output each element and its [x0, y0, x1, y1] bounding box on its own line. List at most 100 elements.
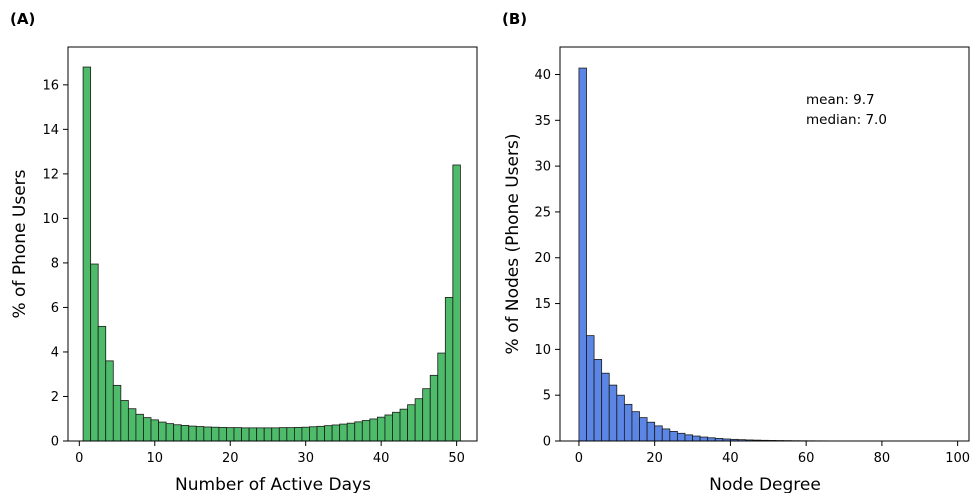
- bar-b-2: [594, 359, 602, 441]
- bar-a-28: [294, 427, 302, 441]
- bar-a-42: [400, 409, 408, 441]
- plot-frame-a: [68, 47, 477, 441]
- bar-a-18: [219, 427, 227, 441]
- bar-a-49: [453, 165, 461, 441]
- y-tick-label-b-1: 5: [543, 389, 551, 404]
- bar-b-12: [670, 431, 678, 441]
- bar-a-47: [438, 353, 446, 441]
- bar-a-30: [309, 427, 317, 441]
- x-tick-label-b-0: 0: [575, 451, 583, 466]
- bar-a-8: [143, 418, 151, 441]
- x-tick-label-b-4: 80: [874, 451, 891, 466]
- bar-a-23: [257, 428, 265, 441]
- bar-a-24: [264, 428, 272, 441]
- bar-b-1: [587, 336, 595, 441]
- bar-a-0: [83, 67, 91, 441]
- bar-a-6: [128, 409, 136, 441]
- bar-a-16: [204, 427, 212, 441]
- bar-b-0: [579, 68, 587, 441]
- x-tick-label-a-4: 40: [373, 451, 390, 466]
- bar-b-10: [655, 426, 663, 441]
- bar-a-2: [98, 326, 106, 441]
- panel-label-b: (B): [502, 10, 527, 28]
- bar-a-33: [332, 425, 340, 441]
- y-tick-label-a-3: 6: [51, 301, 59, 316]
- bar-b-7: [632, 412, 640, 441]
- bar-a-40: [385, 415, 393, 441]
- bar-a-43: [408, 405, 416, 441]
- bar-a-41: [392, 412, 400, 441]
- bar-a-9: [151, 420, 159, 441]
- y-axis-title-b: % of Nodes (Phone Users): [503, 134, 523, 355]
- bar-b-8: [640, 418, 648, 441]
- bar-b-14: [685, 435, 693, 441]
- bar-a-25: [272, 428, 280, 441]
- bar-a-35: [347, 423, 355, 441]
- y-tick-label-a-1: 2: [51, 390, 59, 405]
- x-tick-label-a-2: 20: [222, 451, 239, 466]
- bar-a-10: [159, 422, 167, 441]
- bar-b-5: [617, 395, 625, 441]
- bar-a-31: [317, 426, 325, 441]
- y-tick-label-b-4: 20: [534, 251, 551, 266]
- bar-a-12: [174, 425, 182, 441]
- y-tick-label-b-6: 30: [534, 160, 551, 175]
- bar-a-27: [287, 428, 295, 441]
- y-tick-label-a-8: 16: [42, 78, 59, 93]
- bar-a-22: [249, 428, 257, 441]
- bar-a-48: [445, 297, 453, 441]
- bar-a-45: [423, 389, 431, 441]
- bar-a-17: [211, 427, 219, 441]
- y-tick-label-a-0: 0: [51, 435, 59, 450]
- y-tick-label-a-6: 12: [42, 167, 59, 182]
- bar-a-3: [106, 361, 114, 441]
- bar-a-11: [166, 424, 174, 441]
- bar-a-29: [302, 427, 310, 441]
- bar-b-13: [677, 433, 685, 441]
- bar-a-7: [136, 414, 144, 441]
- bar-a-37: [362, 421, 370, 441]
- bar-b-9: [647, 422, 655, 441]
- y-ticks-a: 0 2 4 6 8 10 12 14 16: [42, 78, 68, 449]
- x-axis-title-a: Number of Active Days: [175, 475, 371, 493]
- x-tick-label-b-3: 60: [798, 451, 815, 466]
- bar-a-19: [226, 428, 234, 441]
- y-axis-title-a: % of Phone Users: [10, 169, 30, 318]
- y-tick-label-a-7: 14: [42, 123, 59, 138]
- bar-a-15: [196, 427, 204, 441]
- bar-a-21: [242, 428, 250, 441]
- y-tick-label-a-4: 8: [51, 256, 59, 271]
- y-tick-label-a-2: 4: [51, 345, 59, 360]
- x-tick-label-a-1: 10: [147, 451, 164, 466]
- bar-a-13: [181, 425, 189, 441]
- x-tick-label-a-3: 30: [297, 451, 314, 466]
- y-tick-label-b-3: 15: [534, 297, 551, 312]
- bar-a-32: [325, 426, 333, 441]
- bar-b-16: [700, 437, 708, 441]
- x-axis-title-b: Node Degree: [709, 475, 821, 493]
- bar-a-1: [91, 264, 99, 441]
- y-tick-label-b-0: 0: [543, 435, 551, 450]
- median-annotation: median: 7.0: [806, 112, 887, 128]
- bar-a-4: [113, 385, 121, 441]
- bar-a-36: [355, 422, 363, 441]
- bar-a-14: [189, 426, 197, 441]
- bars-a: [83, 67, 460, 441]
- bar-a-34: [340, 424, 348, 441]
- bar-a-5: [121, 400, 129, 441]
- y-tick-label-a-5: 10: [42, 212, 59, 227]
- y-tick-label-b-2: 10: [534, 343, 551, 358]
- bar-a-20: [234, 428, 242, 441]
- bar-a-39: [377, 417, 385, 441]
- bar-a-26: [279, 428, 287, 441]
- y-tick-label-b-8: 40: [534, 68, 551, 83]
- x-tick-label-a-0: 0: [75, 451, 83, 466]
- bar-b-15: [693, 436, 701, 441]
- panel-label-a: (A): [10, 10, 35, 28]
- bar-b-3: [602, 373, 610, 441]
